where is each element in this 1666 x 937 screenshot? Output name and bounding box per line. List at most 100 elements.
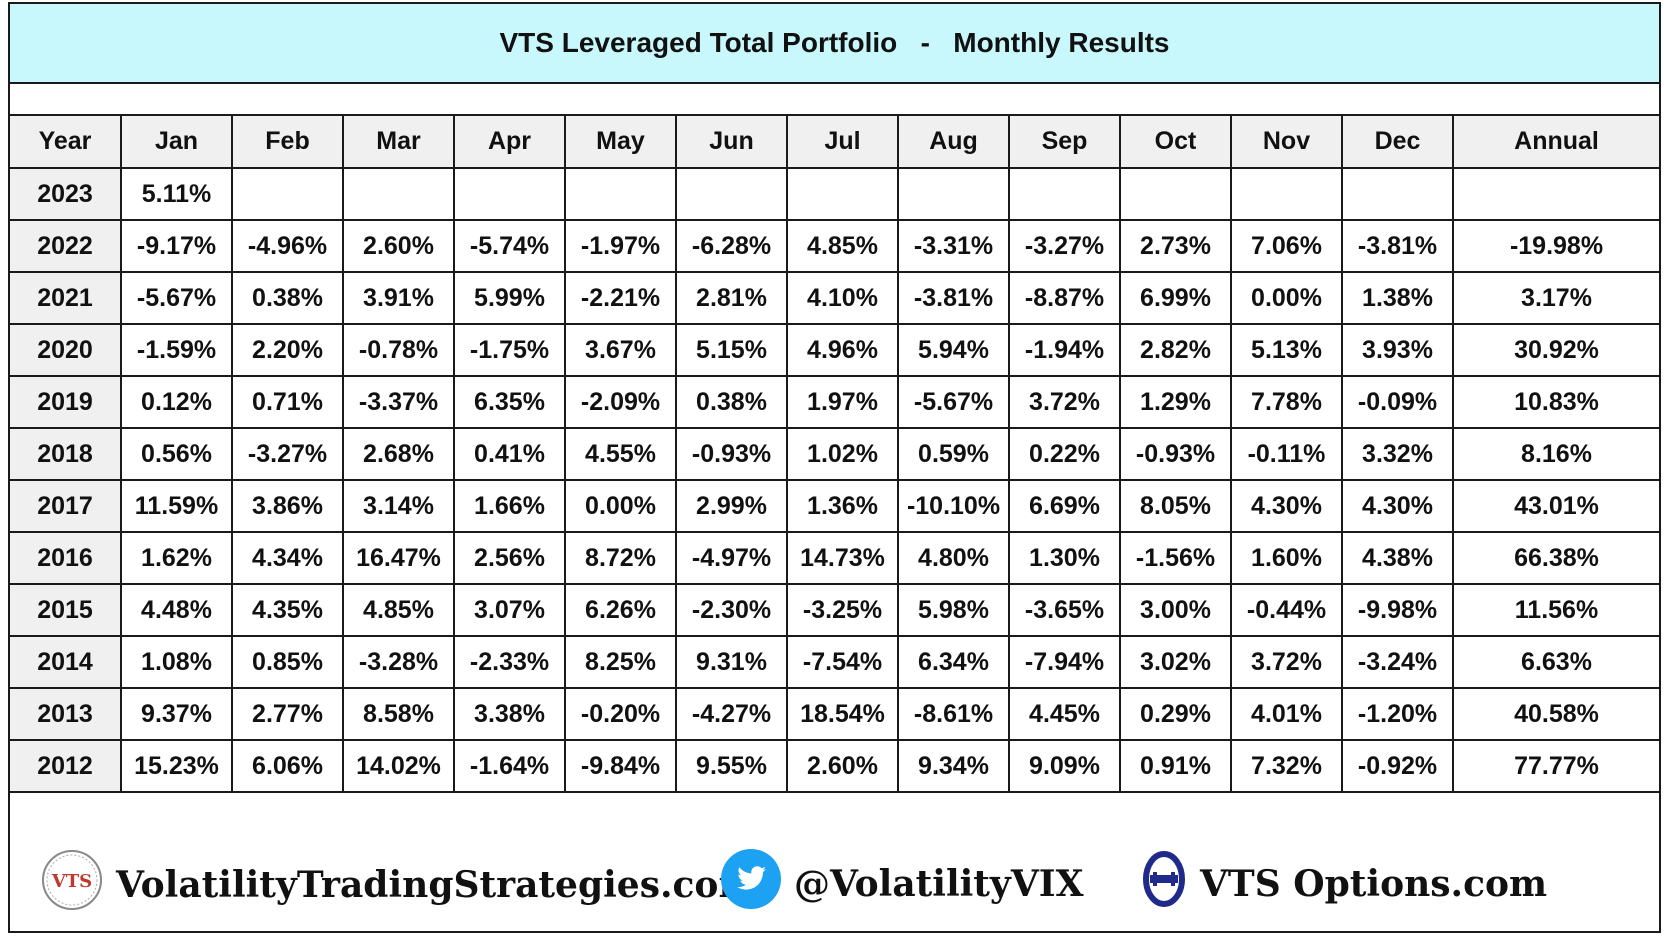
- return-cell-apr: [454, 168, 566, 221]
- return-cell-oct: -1.56%: [1120, 532, 1232, 585]
- return-cell-apr: 3.07%: [454, 584, 566, 637]
- return-cell-apr: -2.33%: [454, 636, 566, 689]
- return-cell-annual: 40.58%: [1453, 688, 1659, 741]
- return-cell-dec: -1.20%: [1342, 688, 1454, 741]
- return-cell-jan: 9.37%: [121, 688, 233, 741]
- return-cell-jan: -1.59%: [121, 324, 233, 377]
- return-cell-feb: 4.35%: [232, 584, 344, 637]
- return-cell-aug: [898, 168, 1010, 221]
- table-body: 2023 5.11% 2022 -9.17% -4.96% 2.60% -5.74% -1.9…: [10, 168, 1659, 793]
- return-cell-mar: 16.47%: [343, 532, 455, 585]
- return-cell-may: 8.25%: [565, 636, 677, 689]
- return-cell-feb: 0.85%: [232, 636, 344, 689]
- twitter-brand[interactable]: @VolatilityVIX: [720, 848, 1084, 919]
- return-cell-feb: 3.86%: [232, 480, 344, 533]
- return-cell-aug: 6.34%: [898, 636, 1010, 689]
- return-cell-jun: -2.30%: [676, 584, 788, 637]
- return-cell-dec: 4.30%: [1342, 480, 1454, 533]
- return-cell-jul: -3.25%: [787, 584, 899, 637]
- twitter-handle: @VolatilityVIX: [794, 862, 1084, 905]
- monthly-results-table: Year Jan Feb Mar Apr May Jun Jul Aug Sep Oct Nov Dec…: [10, 116, 1659, 793]
- return-cell-mar: -3.28%: [343, 636, 455, 689]
- return-cell-mar: 14.02%: [343, 740, 455, 793]
- return-cell-nov: 5.13%: [1231, 324, 1343, 377]
- return-cell-jun: -0.93%: [676, 428, 788, 481]
- return-cell-dec: -0.09%: [1342, 376, 1454, 429]
- return-cell-dec: -9.98%: [1342, 584, 1454, 637]
- return-cell-nov: 4.01%: [1231, 688, 1343, 741]
- return-cell-may: 6.26%: [565, 584, 677, 637]
- return-cell-mar: 4.85%: [343, 584, 455, 637]
- return-cell-dec: [1342, 168, 1454, 221]
- return-cell-jul: 14.73%: [787, 532, 899, 585]
- return-cell-apr: 0.41%: [454, 428, 566, 481]
- return-cell-annual: 3.17%: [1453, 272, 1659, 325]
- return-cell-sep: -3.27%: [1009, 220, 1121, 273]
- return-cell-nov: 1.60%: [1231, 532, 1343, 585]
- return-cell-jul: 4.10%: [787, 272, 899, 325]
- return-cell-oct: 8.05%: [1120, 480, 1232, 533]
- year-cell: 2013: [10, 688, 122, 741]
- spacer-row: [10, 84, 1659, 116]
- table-row: 2023 5.11%: [10, 168, 1659, 221]
- return-cell-annual: [1453, 168, 1659, 221]
- return-cell-annual: -19.98%: [1453, 220, 1659, 273]
- return-cell-oct: 2.82%: [1120, 324, 1232, 377]
- return-cell-jul: 18.54%: [787, 688, 899, 741]
- return-cell-oct: 3.02%: [1120, 636, 1232, 689]
- return-cell-dec: 3.32%: [1342, 428, 1454, 481]
- column-header-mar: Mar: [343, 116, 455, 169]
- return-cell-dec: -3.81%: [1342, 220, 1454, 273]
- return-cell-jan: -5.67%: [121, 272, 233, 325]
- return-cell-sep: -1.94%: [1009, 324, 1121, 377]
- return-cell-dec: 3.93%: [1342, 324, 1454, 377]
- theta-icon: [1140, 848, 1188, 919]
- column-header-dec: Dec: [1342, 116, 1454, 169]
- return-cell-jan: 15.23%: [121, 740, 233, 793]
- return-cell-dec: -3.24%: [1342, 636, 1454, 689]
- return-cell-nov: 4.30%: [1231, 480, 1343, 533]
- return-cell-jul: 1.97%: [787, 376, 899, 429]
- year-cell: 2020: [10, 324, 122, 377]
- column-header-aug: Aug: [898, 116, 1010, 169]
- return-cell-aug: 9.34%: [898, 740, 1010, 793]
- year-cell: 2018: [10, 428, 122, 481]
- return-cell-jan: -9.17%: [121, 220, 233, 273]
- return-cell-nov: -0.44%: [1231, 584, 1343, 637]
- return-cell-aug: -5.67%: [898, 376, 1010, 429]
- return-cell-jun: -4.97%: [676, 532, 788, 585]
- return-cell-jun: 5.15%: [676, 324, 788, 377]
- twitter-bird-icon: [720, 848, 782, 919]
- table-row: 2022 -9.17% -4.96% 2.60% -5.74% -1.97% -6.28% 4…: [10, 220, 1659, 273]
- return-cell-nov: 0.00%: [1231, 272, 1343, 325]
- return-cell-oct: 2.73%: [1120, 220, 1232, 273]
- return-cell-apr: 3.38%: [454, 688, 566, 741]
- return-cell-jan: 5.11%: [121, 168, 233, 221]
- table-row: 2012 15.23% 6.06% 14.02% -1.64% -9.84% 9.55% 2.…: [10, 740, 1659, 793]
- return-cell-aug: -3.31%: [898, 220, 1010, 273]
- return-cell-annual: 11.56%: [1453, 584, 1659, 637]
- return-cell-dec: 4.38%: [1342, 532, 1454, 585]
- return-cell-oct: 0.91%: [1120, 740, 1232, 793]
- site-brand[interactable]: VTS VolatilityTradingStrategies.com: [40, 848, 757, 921]
- options-brand[interactable]: VTS Options.com: [1140, 848, 1547, 919]
- return-cell-jan: 1.62%: [121, 532, 233, 585]
- return-cell-jun: 9.55%: [676, 740, 788, 793]
- year-cell: 2019: [10, 376, 122, 429]
- return-cell-aug: 5.98%: [898, 584, 1010, 637]
- return-cell-apr: -1.64%: [454, 740, 566, 793]
- return-cell-nov: [1231, 168, 1343, 221]
- return-cell-may: -1.97%: [565, 220, 677, 273]
- return-cell-annual: 6.63%: [1453, 636, 1659, 689]
- return-cell-sep: -8.87%: [1009, 272, 1121, 325]
- return-cell-jul: 2.60%: [787, 740, 899, 793]
- return-cell-jan: 0.12%: [121, 376, 233, 429]
- return-cell-jul: 1.36%: [787, 480, 899, 533]
- return-cell-may: -0.20%: [565, 688, 677, 741]
- return-cell-annual: 30.92%: [1453, 324, 1659, 377]
- return-cell-jan: 0.56%: [121, 428, 233, 481]
- column-header-annual: Annual: [1453, 116, 1659, 169]
- return-cell-jun: 2.99%: [676, 480, 788, 533]
- return-cell-apr: -5.74%: [454, 220, 566, 273]
- return-cell-annual: 10.83%: [1453, 376, 1659, 429]
